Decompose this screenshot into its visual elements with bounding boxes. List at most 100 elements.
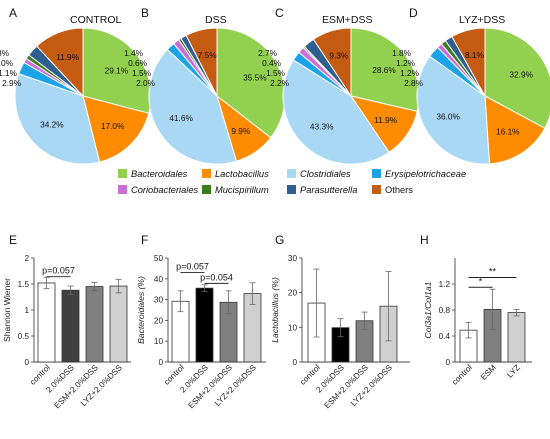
- legend-swatch: [372, 185, 381, 194]
- y-tick-label: 0.4: [439, 332, 451, 341]
- legend-label: Lactobacillus: [215, 169, 269, 179]
- legend-label: Coriobacteriales: [131, 185, 199, 195]
- y-tick-label: 10: [288, 323, 298, 332]
- pie-slice-clostridiales: [148, 48, 238, 165]
- x-tick-label: LYZ+2.0%DSS: [79, 363, 124, 408]
- pie-label-clostridiales: 36.0%: [436, 112, 460, 122]
- y-tick-label: 0: [445, 358, 450, 367]
- y-tick-label: 1: [24, 306, 29, 315]
- significance-label: *: [479, 276, 483, 286]
- bar-control: [37, 282, 56, 363]
- y-tick-label: 20: [154, 316, 164, 325]
- pie-slice-clostridiales: [416, 55, 491, 165]
- pie-label-bacteroidales: 32.9%: [509, 69, 533, 79]
- y-axis-label: Col3a1/Col1a1: [423, 281, 433, 338]
- x-tick-label: ESM: [479, 363, 498, 382]
- pie-label-coriobacteriales: 1.5%: [266, 68, 286, 78]
- pie-label-parasutterella: 2.8%: [0, 48, 10, 58]
- legend-label: Clostridiales: [300, 169, 351, 179]
- pie-label-erysipelotrichaceae: 2.9%: [2, 78, 22, 88]
- bar-lyz: [507, 312, 526, 363]
- y-tick-label: 30: [288, 254, 298, 263]
- pie-slice-bacteroidales: [216, 27, 286, 139]
- y-axis-label: Bacteroidales (%): [136, 276, 146, 344]
- pie-label-parasutterella: 1.8%: [392, 48, 412, 58]
- pie-label-erysipelotrichaceae: 2.8%: [404, 78, 424, 88]
- y-tick-label: 1.2: [439, 280, 451, 289]
- bar-2-0-dss: [195, 287, 214, 363]
- legend-item-coriobacteriales: Coriobacteriales: [118, 185, 199, 195]
- y-tick-label: 30: [154, 296, 164, 305]
- legend-item-clostridiales: Clostridiales: [287, 169, 351, 179]
- legend-item-parasutterella: Parasutterella: [287, 185, 357, 195]
- panel-letter-g: G: [275, 233, 284, 247]
- y-tick-label: 50: [154, 254, 164, 263]
- significance-label: p=0.054: [200, 272, 233, 282]
- bar-lyz-2-0-dss: [109, 285, 128, 363]
- y-axis-label: Shannon Wiener: [2, 278, 12, 342]
- pie-slice-lactobacillus: [82, 95, 150, 163]
- pie-label-parasutterella: 1.4%: [124, 48, 144, 58]
- pie-label-bacteroidales: 28.6%: [372, 65, 396, 75]
- significance-label: p=0.057: [42, 266, 75, 276]
- pie-slice-clostridiales: [282, 59, 390, 165]
- legend-item-bacteroidales: Bacteroidales: [118, 169, 188, 179]
- legend-swatch: [118, 185, 127, 194]
- legend-item-mucispirillum: Mucispirillum: [202, 185, 269, 195]
- pie-a: CONTROL 29.1% 17.0% 34.2% 2.9%1.1%1.0%2.8% 11…: [0, 14, 152, 165]
- legend-swatch: [287, 185, 296, 194]
- legend-label: Parasutterella: [300, 185, 357, 195]
- pie-label-clostridiales: 43.3%: [310, 121, 334, 131]
- pie-label-lactobacillus: 16.1%: [496, 127, 520, 137]
- panel-letter-b: B: [141, 6, 149, 20]
- y-tick-label: 40: [154, 275, 164, 284]
- y-tick-label: 0: [158, 358, 163, 367]
- pie-slice-others: [451, 27, 486, 98]
- legend-label: Bacteroidales: [131, 169, 188, 179]
- legend-label: Others: [385, 185, 413, 195]
- pie-label-clostridiales: 34.2%: [40, 120, 64, 130]
- bar-2-0-dss: [61, 289, 80, 363]
- pie-label-erysipelotrichaceae: 2.0%: [136, 78, 156, 88]
- pie-slice-bacteroidales: [484, 27, 550, 129]
- pie-title: DSS: [205, 14, 227, 26]
- pie-label-mucispirillum: 1.2%: [396, 58, 416, 68]
- pie-title: LYZ+DSS: [459, 14, 505, 26]
- x-tick-label: LYZ: [505, 363, 522, 380]
- y-tick-label: 1.5: [18, 280, 30, 289]
- pie-c: ESM+DSS 28.6% 11.9% 43.3% 2.2%1.5%0.4%2.7% 9.…: [258, 14, 420, 165]
- legend-item-others: Others: [372, 185, 413, 195]
- legend-swatch: [372, 169, 381, 178]
- pie-title: CONTROL: [70, 14, 121, 26]
- y-tick-label: 0.5: [18, 332, 30, 341]
- pie-label-others: 7.5%: [198, 50, 218, 60]
- pie-label-others: 11.9%: [56, 52, 80, 62]
- y-tick-label: 10: [154, 337, 164, 346]
- legend-swatch: [287, 169, 296, 178]
- legend-label: Erysipelotrichaceae: [385, 169, 466, 179]
- legend: Bacteroidales Lactobacillus Clostridiales E…: [118, 169, 466, 195]
- pie-slice-others: [185, 27, 218, 97]
- legend-swatch: [118, 169, 127, 178]
- y-tick-label: 0.8: [439, 306, 451, 315]
- bar-esm-2-0-dss: [85, 286, 104, 363]
- pie-label-coriobacteriales: 1.2%: [400, 68, 420, 78]
- legend-item-erysipelotrichaceae: Erysipelotrichaceae: [372, 169, 466, 179]
- pie-slice-others: [36, 27, 84, 98]
- pie-slice-others: [312, 27, 352, 98]
- pie-label-mucispirillum: 1.0%: [0, 58, 14, 68]
- significance-label: p=0.057: [176, 262, 209, 272]
- pie-title: ESM+DSS: [322, 14, 372, 26]
- significance-label: **: [489, 267, 497, 277]
- pie-label-coriobacteriales: 1.1%: [0, 68, 18, 78]
- pie-label-coriobacteriales: 1.5%: [132, 68, 152, 78]
- x-tick-label: control: [450, 363, 474, 387]
- pie-label-others: 8.1%: [465, 50, 485, 60]
- pie-label-mucispirillum: 0.4%: [262, 58, 282, 68]
- pie-label-lactobacillus: 11.9%: [374, 115, 398, 125]
